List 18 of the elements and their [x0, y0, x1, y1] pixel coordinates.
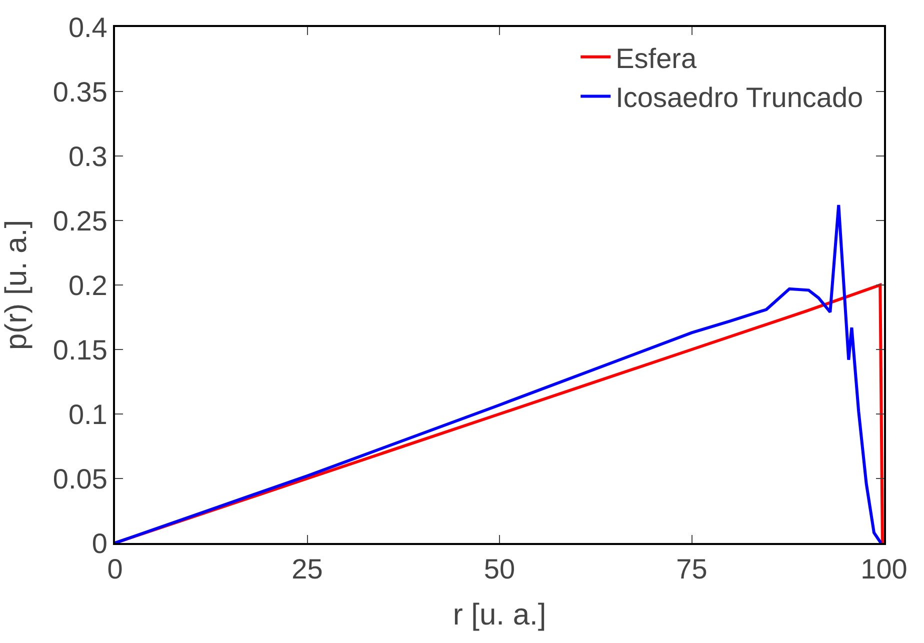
y-tick-label: 0.25 — [52, 205, 108, 236]
legend-label: Esfera — [616, 42, 697, 74]
x-tick-label: 100 — [860, 554, 908, 585]
y-tick-label: 0.1 — [68, 398, 108, 430]
y-tick-label: 0.35 — [52, 76, 108, 108]
x-tick-label: 25 — [292, 554, 323, 585]
y-tick-label: 0.3 — [68, 140, 108, 172]
y-tick-label: 0.2 — [68, 270, 108, 301]
x-axis-title: r [u. a.] — [452, 598, 546, 632]
y-tick-label: 0 — [92, 528, 108, 559]
x-tick-label: 50 — [484, 554, 516, 585]
y-tick-label: 0.4 — [68, 12, 108, 43]
y-tick-label: 0.05 — [52, 463, 108, 494]
y-axis-title: p(r) [u. a.] — [0, 220, 33, 350]
line-series — [115, 204, 882, 543]
legend-label: Icosaedro Truncado — [616, 82, 864, 114]
y-tick-label: 0.15 — [52, 334, 108, 366]
x-tick-label: 75 — [676, 554, 708, 585]
